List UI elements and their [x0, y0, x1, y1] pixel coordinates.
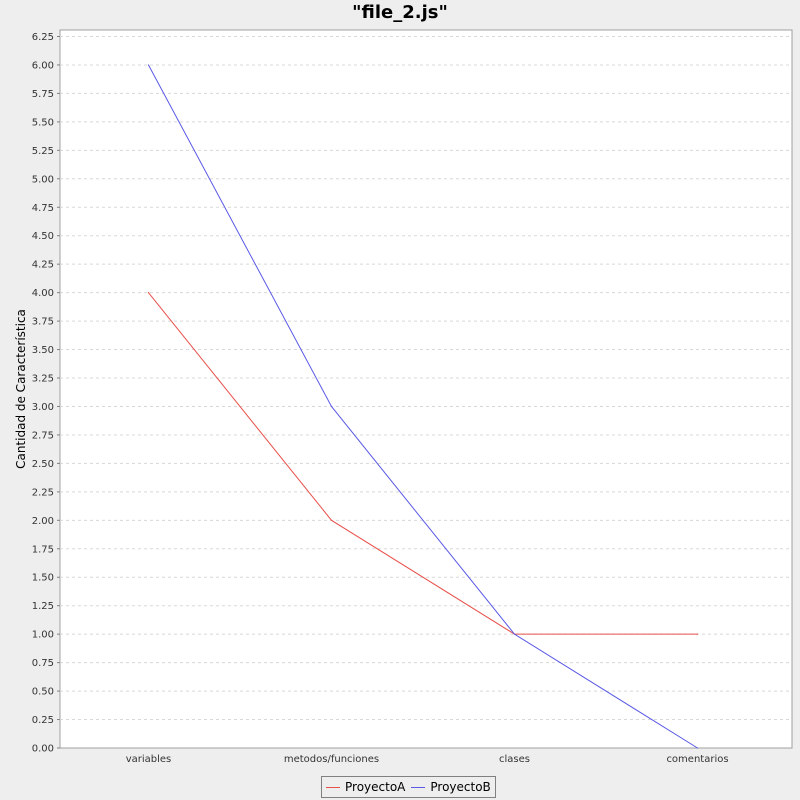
- legend-label: ProyectoA: [345, 780, 406, 794]
- y-tick-label: 6.25: [32, 32, 54, 43]
- y-tick-label: 4.75: [32, 203, 54, 214]
- legend: ProyectoA ProyectoB: [321, 776, 496, 798]
- y-tick-label: 0.00: [32, 744, 54, 755]
- y-tick-label: 0.25: [32, 715, 54, 726]
- y-tick-label: 3.25: [32, 374, 54, 385]
- data-point-proyectob: [513, 633, 516, 635]
- y-tick-label: 5.50: [32, 117, 54, 128]
- legend-swatch: [326, 786, 340, 788]
- legend-item-proyectob: ProyectoB: [411, 780, 491, 794]
- y-tick-label: 2.00: [32, 516, 54, 527]
- x-tick-label: metodos/funciones: [284, 754, 379, 765]
- y-tick-label: 2.25: [32, 487, 54, 498]
- y-tick-label: 2.75: [32, 430, 54, 441]
- series-line-proyectoa: [148, 292, 698, 635]
- y-tick-label: 4.25: [32, 260, 54, 271]
- plot-background: [59, 29, 793, 749]
- x-tick-label: clases: [499, 754, 530, 765]
- y-tick-label: 5.25: [32, 146, 54, 157]
- y-tick-label: 3.50: [32, 345, 54, 356]
- legend-item-proyectoa: ProyectoA: [326, 780, 405, 794]
- grid-lines: [60, 36, 792, 721]
- y-tick-label: 0.50: [32, 687, 54, 698]
- legend-label: ProyectoB: [430, 780, 491, 794]
- axes: 0.00 0.25 0.50 0.75 1.00 1.25 1.50 1.75 2.00 2.25…: [32, 32, 729, 765]
- y-tick-label: 3.00: [32, 402, 54, 413]
- y-tick-label: 5.00: [32, 174, 54, 185]
- series-line-proyectob: [148, 64, 698, 749]
- y-tick-label: 1.00: [32, 630, 54, 641]
- x-tick-label: variables: [126, 754, 172, 765]
- y-tick-label: 1.25: [32, 601, 54, 612]
- y-tick-label: 5.75: [32, 89, 54, 100]
- y-tick-label: 2.50: [32, 459, 54, 470]
- data-point-proyectoa: [147, 292, 150, 294]
- y-tick-label: 4.00: [32, 288, 54, 299]
- data-point-proyectoa: [330, 519, 333, 521]
- y-tick-label: 4.50: [32, 231, 54, 242]
- y-tick-label: 6.00: [32, 60, 54, 71]
- y-tick-label: 1.75: [32, 544, 54, 555]
- y-tick-label: 0.75: [32, 658, 54, 669]
- chart-title: "file_2.js": [352, 2, 448, 23]
- y-axis-label: Cantidad de Característica: [14, 309, 28, 469]
- legend-swatch: [411, 786, 426, 788]
- data-point-proyectoa: [696, 633, 699, 635]
- data-point-proyectob: [330, 405, 333, 408]
- series-lines: [147, 64, 699, 749]
- data-point-proyectob: [147, 64, 150, 66]
- data-point-proyectob: [696, 747, 699, 749]
- y-tick-label: 3.75: [32, 317, 54, 328]
- x-tick-label: comentarios: [666, 754, 728, 765]
- y-tick-label: 1.50: [32, 573, 54, 584]
